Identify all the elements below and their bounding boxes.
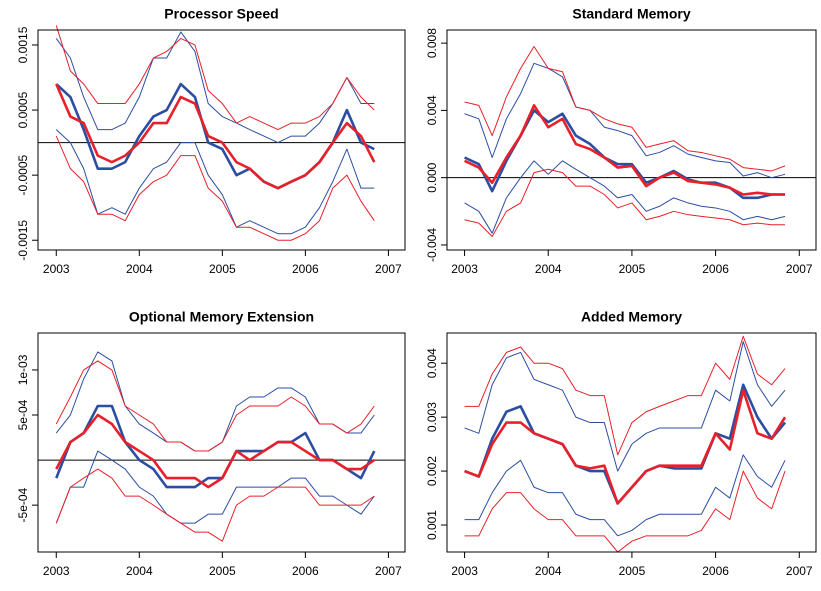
series-line (464, 341, 786, 472)
x-tick-label: 2007 (786, 262, 813, 276)
series-line (55, 413, 376, 489)
x-tick-label: 2004 (126, 262, 153, 276)
y-tick-label: 0.004 (425, 348, 439, 378)
series-line (464, 104, 786, 196)
plot-frame (446, 332, 817, 553)
x-tick-label: 2003 (451, 262, 478, 276)
x-tick-label: 2003 (43, 262, 70, 276)
y-tick-label: 0.002 (425, 456, 439, 486)
panel-title: Added Memory (581, 309, 682, 325)
y-tick-label: 0.003 (425, 402, 439, 432)
series-line (464, 454, 786, 537)
series-line (464, 168, 786, 238)
series-line (464, 383, 787, 505)
y-tick-label: -0.0005 (16, 154, 30, 195)
y-tick-label: 0.008 (425, 28, 439, 58)
series-line (464, 388, 787, 505)
panel-title: Processor Speed (164, 6, 278, 22)
y-tick-label: -0.004 (425, 228, 439, 262)
x-tick-label: 2004 (126, 564, 153, 578)
x-tick-label: 2004 (535, 262, 562, 276)
series-line (55, 31, 375, 144)
series-line (464, 335, 786, 456)
y-tick-label: 0.004 (425, 95, 439, 125)
y-tick-label: 5e-04 (16, 399, 30, 430)
series-line (55, 351, 375, 452)
x-tick-label: 2005 (619, 262, 646, 276)
plot-frame (446, 29, 817, 251)
y-tick-label: 0.001 (425, 510, 439, 540)
y-tick-label: -0.0015 (16, 220, 30, 261)
x-tick-label: 2006 (702, 262, 729, 276)
x-tick-label: 2005 (209, 262, 236, 276)
y-tick-label: -5e-04 (16, 487, 30, 522)
series-line (55, 83, 376, 190)
plot-frame (37, 332, 406, 553)
y-tick-label: 1e-03 (16, 354, 30, 385)
x-tick-label: 2007 (786, 564, 813, 578)
series-line (55, 468, 375, 542)
x-tick-label: 2007 (375, 564, 402, 578)
x-tick-label: 2006 (292, 262, 319, 276)
series-line (55, 450, 375, 524)
y-tick-label: 0.0005 (16, 91, 30, 128)
series-line (55, 25, 375, 131)
x-tick-label: 2005 (209, 564, 236, 578)
series-line (55, 360, 375, 452)
series-line (464, 160, 786, 234)
x-tick-label: 2003 (451, 564, 478, 578)
plot-frame (37, 29, 406, 251)
panel-title: Standard Memory (572, 6, 690, 22)
series-line (55, 135, 375, 241)
series-line (464, 109, 786, 200)
series-line (464, 62, 786, 179)
x-tick-label: 2005 (619, 564, 646, 578)
series-line (464, 470, 786, 553)
series-line (55, 129, 375, 235)
x-tick-label: 2003 (43, 564, 70, 578)
x-tick-label: 2004 (535, 564, 562, 578)
x-tick-label: 2007 (375, 262, 402, 276)
series-line (55, 82, 375, 190)
y-tick-label: 0.0015 (16, 26, 30, 63)
y-tick-label: 0.000 (425, 162, 439, 192)
x-tick-label: 2006 (702, 564, 729, 578)
panel-title: Optional Memory Extension (129, 309, 314, 325)
series-line (464, 45, 786, 172)
x-tick-label: 2006 (292, 564, 319, 578)
